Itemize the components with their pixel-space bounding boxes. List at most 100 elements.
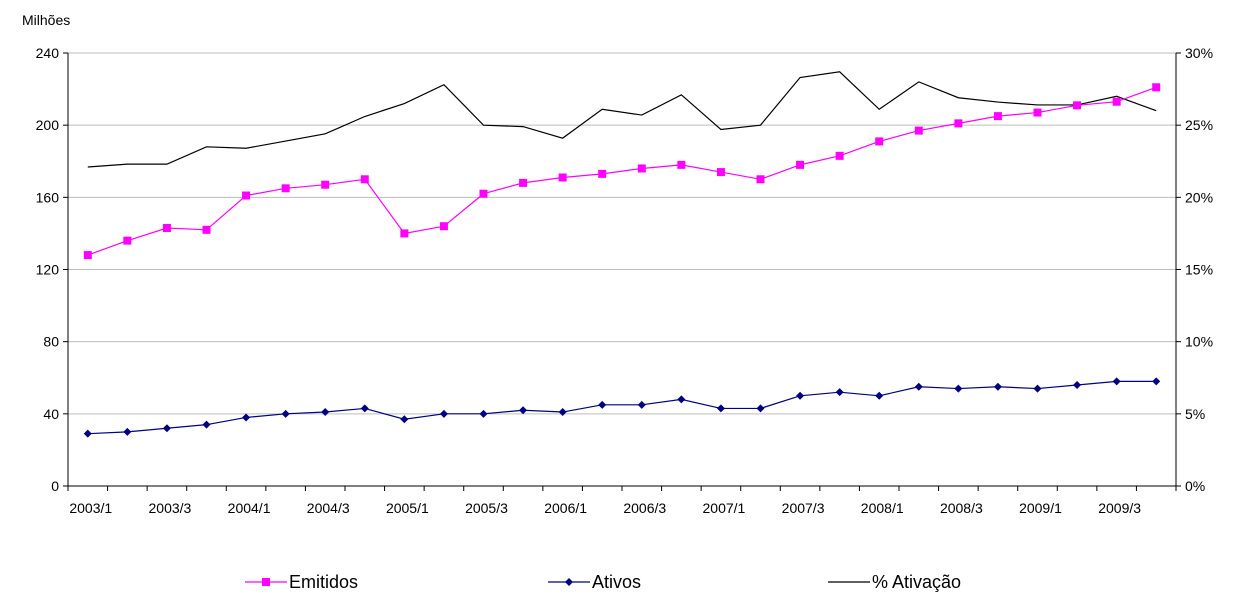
x-tick-label: 2003/1 — [69, 500, 112, 516]
y-left-tick-label: 160 — [36, 189, 60, 205]
tick-labels: 0 40 80 120 160 200 240 0% 5% 10% 15% 20% 25% 30% 2003… — [36, 45, 1213, 516]
y-right-tick-label: 5% — [1185, 406, 1205, 422]
y-left-tick-label: 40 — [43, 406, 59, 422]
x-tick-label: 2008/1 — [861, 500, 904, 516]
legend-label: % Ativação — [872, 572, 961, 592]
data-point — [1152, 377, 1161, 386]
data-point — [281, 184, 290, 193]
data-point — [835, 151, 844, 160]
legend-item: Emitidos — [245, 572, 358, 592]
data-point — [439, 409, 448, 418]
data-point — [123, 236, 132, 245]
data-point — [281, 409, 290, 418]
data-point — [598, 169, 607, 178]
series-line — [87, 86, 1157, 256]
data-point — [202, 420, 211, 429]
x-tick-label: 2005/1 — [386, 500, 429, 516]
data-point — [677, 160, 686, 169]
data-point — [637, 164, 646, 173]
data-point — [756, 404, 765, 413]
data-point — [756, 175, 765, 184]
data-point — [716, 404, 725, 413]
data-point — [1152, 83, 1161, 92]
data-point — [1073, 380, 1082, 389]
data-point — [993, 382, 1002, 391]
data-point — [400, 229, 409, 238]
y-left-tick-label: 80 — [43, 334, 59, 350]
data-point — [439, 222, 448, 231]
series-ativos — [83, 377, 1161, 438]
x-tick-label: 2007/3 — [782, 500, 825, 516]
x-tick-label: 2009/1 — [1019, 500, 1062, 516]
data-point — [993, 112, 1002, 121]
data-point — [914, 382, 923, 391]
data-point — [875, 391, 884, 400]
series-emitidos — [83, 83, 1161, 260]
data-point — [1073, 101, 1082, 110]
legend-label: Ativos — [592, 572, 641, 592]
x-tick-label: 2008/3 — [940, 500, 983, 516]
x-tick-label: 2004/1 — [228, 500, 271, 516]
data-point — [716, 168, 725, 177]
axes — [63, 52, 1181, 491]
data-point — [637, 400, 646, 409]
y-left-tick-label: 240 — [36, 45, 60, 61]
data-point — [598, 400, 607, 409]
data-point — [558, 408, 567, 417]
x-tick-label: 2007/1 — [703, 500, 746, 516]
data-point — [1033, 384, 1042, 393]
legend-item: Ativos — [548, 572, 641, 592]
series-line — [87, 71, 1157, 168]
data-point — [360, 175, 369, 184]
data-point — [242, 413, 251, 422]
data-point — [677, 395, 686, 404]
data-point — [83, 251, 92, 260]
data-point — [162, 424, 171, 433]
data-point — [83, 429, 92, 438]
x-tick-label: 2006/3 — [623, 500, 666, 516]
data-point — [202, 225, 211, 234]
data-point — [162, 224, 171, 233]
data-point — [954, 384, 963, 393]
legend-marker — [262, 578, 270, 586]
data-point — [1033, 108, 1042, 117]
x-tick-label: 2006/1 — [544, 500, 587, 516]
legend: Emitidos Ativos % Ativação — [245, 572, 961, 592]
data-point — [558, 173, 567, 182]
gridlines — [68, 52, 1176, 415]
x-tick-label: 2005/3 — [465, 500, 508, 516]
data-point — [519, 178, 528, 187]
y-right-tick-label: 25% — [1185, 117, 1213, 133]
series-line — [87, 380, 1157, 435]
data-point — [479, 409, 488, 418]
y-right-tick-label: 10% — [1185, 334, 1213, 350]
data-point — [123, 427, 132, 436]
legend-item: % Ativação — [828, 572, 961, 592]
legend-marker — [565, 578, 573, 586]
series-ativao — [87, 71, 1157, 168]
data-point — [1112, 377, 1121, 386]
data-point — [835, 388, 844, 397]
data-point — [1112, 97, 1121, 106]
y-right-tick-label: 30% — [1185, 45, 1213, 61]
data-point — [360, 404, 369, 413]
x-tick-label: 2009/3 — [1098, 500, 1141, 516]
x-tick-label: 2003/3 — [149, 500, 192, 516]
y-left-tick-label: 0 — [51, 478, 59, 494]
y-right-tick-label: 0% — [1185, 478, 1205, 494]
data-point — [321, 408, 330, 417]
y-left-tick-label: 120 — [36, 262, 60, 278]
data-point — [400, 415, 409, 424]
data-point — [954, 119, 963, 128]
data-point — [519, 406, 528, 415]
data-point — [796, 160, 805, 169]
y-left-tick-label: 200 — [36, 117, 60, 133]
data-point — [479, 189, 488, 198]
data-point — [242, 191, 251, 200]
data-point — [914, 126, 923, 135]
legend-label: Emitidos — [289, 572, 358, 592]
data-point — [796, 391, 805, 400]
series-lines — [83, 71, 1161, 438]
y-right-tick-label: 20% — [1185, 189, 1213, 205]
